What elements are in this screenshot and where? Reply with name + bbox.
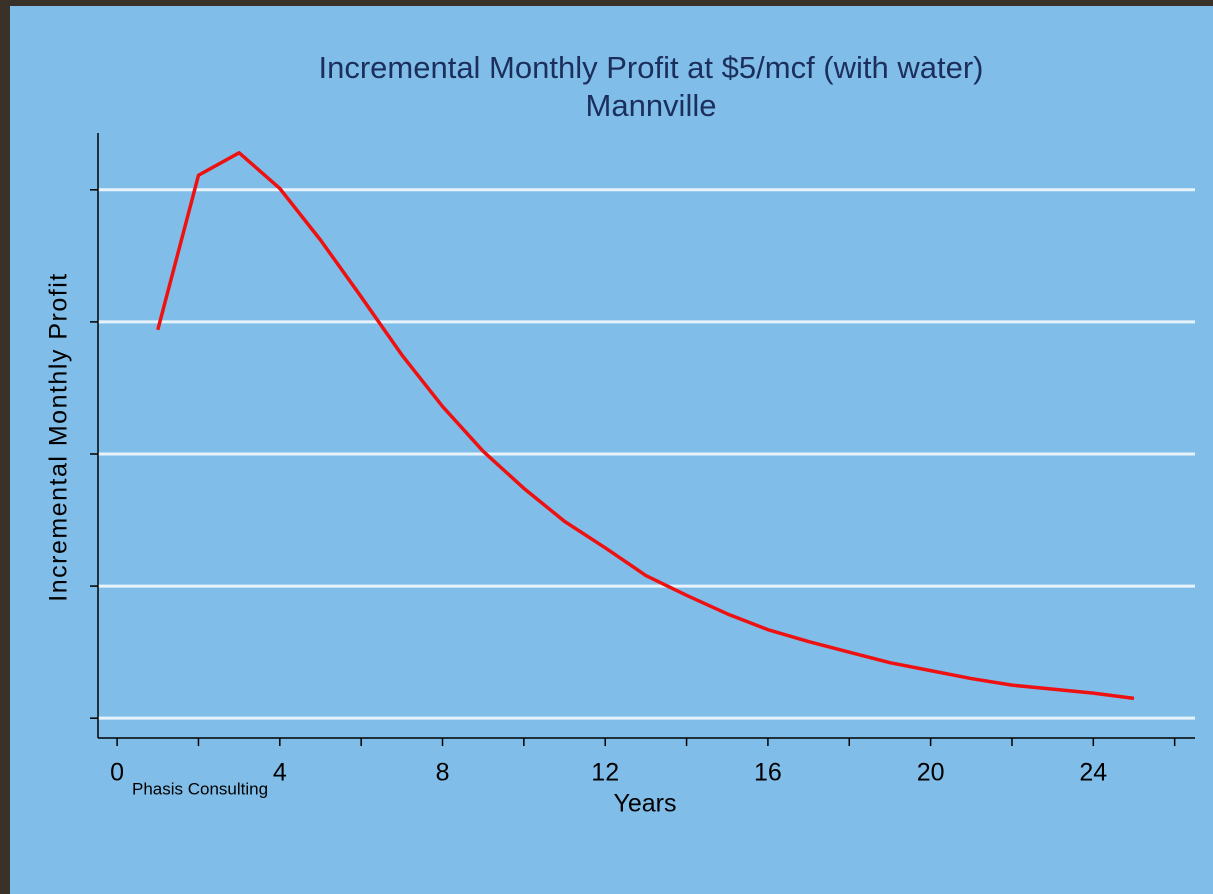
line-series <box>156 151 1135 701</box>
chart-subtitle: Mannville <box>586 88 717 123</box>
x-tick-label: 16 <box>754 759 782 787</box>
x-tick-label: 24 <box>1079 759 1107 787</box>
x-axis-label: Years <box>613 790 676 818</box>
x-tick-label: 8 <box>436 759 450 787</box>
chart-title: Incremental Monthly Profit at $5/mcf (wi… <box>318 50 983 85</box>
x-tick-label: 0 <box>110 759 124 787</box>
source: Phasis Consulting <box>132 779 268 798</box>
x-tick-label: 12 <box>591 759 619 787</box>
x-tick-label: 4 <box>273 759 287 787</box>
y-axis-label: Incremental Monthly Profit <box>45 272 73 601</box>
x-tick-label: 20 <box>917 759 945 787</box>
